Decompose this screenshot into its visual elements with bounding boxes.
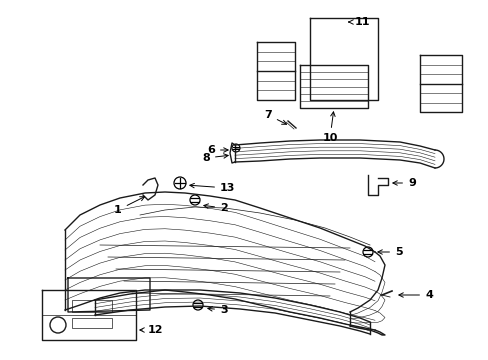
Text: 6: 6 [207, 145, 228, 155]
Text: 8: 8 [202, 153, 228, 163]
Text: 9: 9 [392, 178, 415, 188]
Text: 13: 13 [189, 183, 235, 193]
Text: 11: 11 [348, 17, 370, 27]
Text: 3: 3 [207, 305, 227, 315]
Text: 1: 1 [114, 197, 144, 215]
Text: 4: 4 [398, 290, 432, 300]
Text: 10: 10 [322, 112, 337, 143]
Text: 5: 5 [377, 247, 402, 257]
Text: 2: 2 [203, 203, 227, 213]
Text: 12: 12 [140, 325, 163, 335]
Text: 7: 7 [264, 110, 286, 124]
